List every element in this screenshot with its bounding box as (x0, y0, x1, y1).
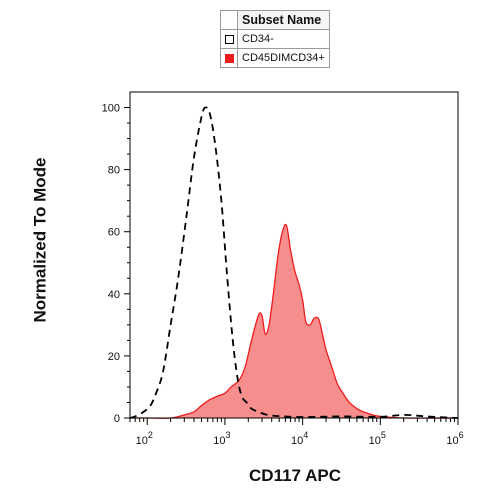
x-tick-exponent: 4 (303, 430, 308, 440)
x-tick-label: 106 (446, 430, 463, 447)
y-tick-label: 100 (102, 103, 120, 115)
legend-header: Subset Name (237, 10, 330, 30)
legend-table: Subset Name CD34- CD45DIMCD34+ (220, 10, 330, 68)
legend-swatch-cd34-neg (224, 34, 234, 44)
x-tick-exponent: 6 (459, 430, 464, 440)
series-line-cd34-neg (129, 106, 459, 419)
y-axis-title-container: Normalized To Mode (10, 90, 70, 390)
x-tick-label: 105 (369, 430, 386, 447)
x-tick-exponent: 2 (148, 430, 153, 440)
legend-label: CD34- (237, 29, 330, 49)
x-tick-exponent: 5 (381, 430, 386, 440)
x-tick-label: 102 (136, 430, 153, 447)
y-axis-title: Normalized To Mode (30, 157, 50, 323)
x-tick-label: 104 (291, 430, 308, 447)
legend-swatch-cd45dim-cd34-pos (224, 53, 234, 63)
x-tick-exponent: 3 (226, 430, 231, 440)
y-tick-label: 20 (108, 351, 120, 363)
series-area-cd45dim-cd34-pos (130, 224, 458, 419)
x-tick-label: 103 (213, 430, 230, 447)
legend-header-row: Subset Name (220, 10, 330, 30)
legend-item: CD45DIMCD34+ (220, 48, 330, 68)
y-tick-label: 0 (114, 413, 120, 425)
legend-item: CD34- (220, 29, 330, 49)
y-tick-label: 40 (108, 289, 120, 301)
plot-frame (129, 91, 459, 419)
series-line-cd45dim-cd34-pos (130, 223, 459, 419)
x-axis-title: CD117 APC (249, 466, 341, 485)
y-tick-label: 80 (108, 165, 120, 177)
y-tick-label: 60 (108, 227, 120, 239)
legend-label: CD45DIMCD34+ (237, 48, 330, 68)
